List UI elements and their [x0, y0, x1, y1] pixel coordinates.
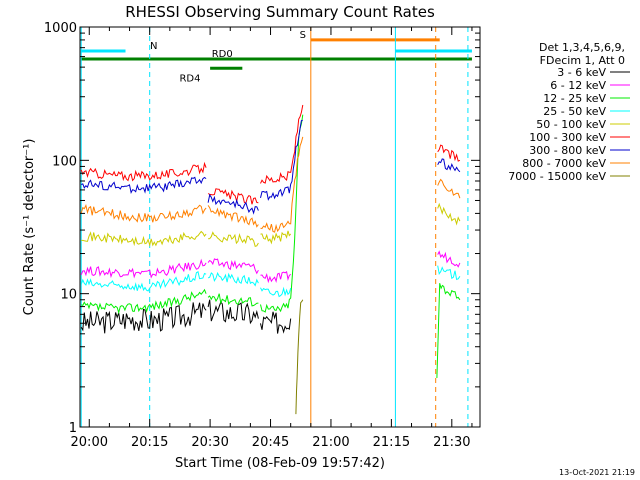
series-line: [437, 202, 461, 226]
legend-label: 7000 - 15000 keV: [508, 170, 606, 183]
series-line: [207, 188, 259, 205]
series-300-800: [81, 119, 461, 215]
legend-label: 6 - 12 keV: [550, 79, 606, 92]
series-line: [81, 288, 207, 315]
series-line: [207, 193, 259, 215]
y-axis-label: Count Rate (s⁻¹ detector⁻¹): [22, 139, 37, 316]
legend-label: 25 - 50 keV: [543, 105, 606, 118]
x-tick-label: 20:00: [71, 435, 108, 450]
series-line: [80, 258, 207, 279]
legend-label: 12 - 25 keV: [543, 92, 606, 105]
series-line: [437, 144, 461, 162]
series-line: [260, 311, 292, 334]
series-6-12: [80, 250, 461, 284]
series-line: [80, 204, 207, 223]
x-tick-label: 21:15: [373, 435, 410, 450]
x-tick-label: 20:15: [131, 435, 168, 450]
plot-frame: [79, 26, 481, 428]
series-50-100: [81, 202, 461, 248]
series-line: [436, 283, 461, 379]
series-line: [295, 299, 304, 415]
series-line: [260, 286, 292, 298]
legend: Det 1,3,4,5,6,9,FDecim 1, Att 03 - 6 keV…: [508, 41, 630, 183]
series-line: [437, 250, 461, 268]
series-line: [437, 178, 461, 199]
flag-label: RD0: [212, 49, 233, 60]
legend-label: 800 - 7000 keV: [522, 157, 606, 170]
series-line: [208, 231, 259, 248]
x-tick-label: 20:30: [191, 435, 228, 450]
legend-label: 300 - 800 keV: [529, 144, 606, 157]
series-100-300: [80, 104, 461, 205]
series-line: [260, 136, 304, 233]
legend-header: Det 1,3,4,5,6,9,: [539, 41, 625, 54]
series-12-25: [81, 114, 461, 379]
event-lines: [80, 27, 469, 427]
series-line: [437, 265, 461, 281]
series-line: [207, 299, 259, 325]
series-line: [80, 302, 207, 334]
flag-label: N: [150, 41, 157, 52]
y-tick-label: 10: [60, 288, 77, 303]
series-line: [81, 176, 207, 194]
series-line: [81, 230, 207, 248]
x-tick-label: 21:00: [312, 435, 349, 450]
series-line: [207, 271, 259, 287]
legend-label: 3 - 6 keV: [557, 66, 606, 79]
flag-label: RD4: [179, 73, 200, 84]
series-line: [80, 271, 207, 292]
series-3-6: [80, 299, 292, 334]
series-line: [260, 270, 292, 284]
axes: 20:00 20:15 20:30 20:45 21:00 21:15 21:30 1 10 10…: [44, 21, 480, 450]
footer-timestamp: 13-Oct-2021 21:19: [559, 468, 635, 477]
chart-title: RHESSI Observing Summary Count Rates: [125, 3, 435, 21]
series-line: [207, 205, 259, 228]
series-line: [260, 119, 303, 201]
series-7000-15000: [295, 299, 304, 415]
x-tick-label: 20:45: [252, 435, 289, 450]
legend-label: 50 - 100 keV: [536, 118, 606, 131]
series-line: [207, 293, 259, 307]
y-tick-label: 1: [69, 421, 77, 436]
y-tick-label: 100: [52, 154, 77, 169]
y-tick-label: 1000: [44, 21, 77, 36]
x-tick-label: 21:30: [433, 435, 470, 450]
x-axis-label: Start Time (08-Feb-09 19:57:42): [175, 456, 385, 471]
series-line: [80, 161, 207, 182]
flag-bars: N S RD0 RD4: [81, 30, 472, 84]
series-line: [207, 258, 259, 275]
series-line: [260, 104, 304, 184]
series-800-7000: [80, 136, 461, 233]
series-25-50: [80, 265, 461, 298]
legend-header: FDecim 1, Att 0: [540, 54, 625, 67]
series-line: [260, 230, 292, 245]
series-line: [260, 114, 304, 313]
flag-label: S: [300, 30, 306, 41]
series-layer: [80, 104, 461, 415]
legend-label: 100 - 300 keV: [529, 131, 606, 144]
series-line: [437, 158, 461, 173]
